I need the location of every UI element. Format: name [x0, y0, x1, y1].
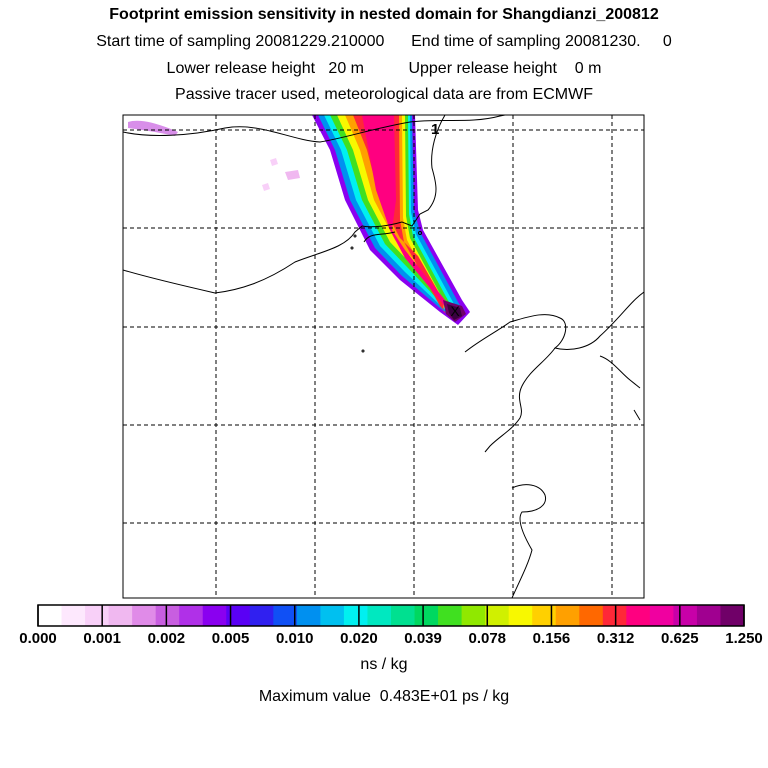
colorbar-cell [226, 605, 251, 626]
colorbar-cell [602, 605, 627, 626]
colorbar-cell [202, 605, 227, 626]
colorbar-cell [414, 605, 439, 626]
colorbar-cell [626, 605, 651, 626]
colorbar-tick-label: 0.078 [468, 630, 507, 647]
colorbar-cell [343, 605, 368, 626]
colorbar-tick-label: 0.002 [147, 630, 186, 647]
colorbar-cell [320, 605, 345, 626]
colorbar-cell [485, 605, 510, 626]
colorbar-cell [38, 605, 62, 626]
colorbar-tick-label: 0.625 [661, 630, 699, 647]
lat-lon-grid [123, 115, 644, 598]
coastlines [123, 115, 644, 598]
colorbar-cell [132, 605, 157, 626]
colorbar-cell [461, 605, 486, 626]
tracer-info-line: Passive tracer used, meteorological data… [175, 86, 593, 103]
map-frame [122, 114, 645, 599]
colorbar [37, 604, 745, 627]
colorbar-cell [579, 605, 604, 626]
colorbar-cell [61, 605, 86, 626]
colorbar-cell [108, 605, 133, 626]
colorbar-cell [532, 605, 557, 626]
colorbar-cell [720, 605, 745, 626]
colorbar-tick-label: 0.039 [404, 630, 442, 647]
colorbar-tick-label: 0.001 [83, 630, 121, 647]
colorbar-cell [391, 605, 415, 626]
colorbar-cell [273, 605, 298, 626]
release-height-line: Lower release height 20 m Upper release … [166, 60, 602, 77]
receptor-label: 1 [431, 121, 439, 138]
emission-plume [128, 115, 470, 325]
colorbar-tick-label: 0.020 [340, 630, 378, 647]
colorbar-cell [555, 605, 580, 626]
colorbar-tick-label: 0.005 [211, 630, 250, 647]
colorbar-units: ns / kg [360, 656, 408, 673]
colorbar-cell [673, 605, 698, 626]
colorbar-cell [649, 605, 674, 626]
sampling-time-line: Start time of sampling 20081229.210000 E… [96, 33, 672, 50]
colorbar-cell [438, 605, 462, 626]
colorbar-cell [155, 605, 180, 626]
colorbar-tick-label: 0.010 [275, 630, 314, 647]
colorbar-cell [85, 605, 109, 626]
plot-title: Footprint emission sensitivity in nested… [109, 6, 659, 23]
colorbar-cell [179, 605, 204, 626]
release-point-marker: X [450, 303, 460, 319]
colorbar-cell [367, 605, 392, 626]
colorbar-tick-label: 0.312 [596, 630, 635, 647]
colorbar-cell [696, 605, 721, 626]
colorbar-cell [296, 605, 321, 626]
colorbar-cell [249, 605, 274, 626]
colorbar-tick-label: 0.000 [19, 630, 57, 647]
colorbar-tick-label: 1.250 [725, 630, 763, 647]
colorbar-tick-label: 0.156 [532, 630, 571, 647]
colorbar-cell [508, 605, 533, 626]
maximum-value-text: Maximum value 0.483E+01 ps / kg [258, 688, 510, 705]
